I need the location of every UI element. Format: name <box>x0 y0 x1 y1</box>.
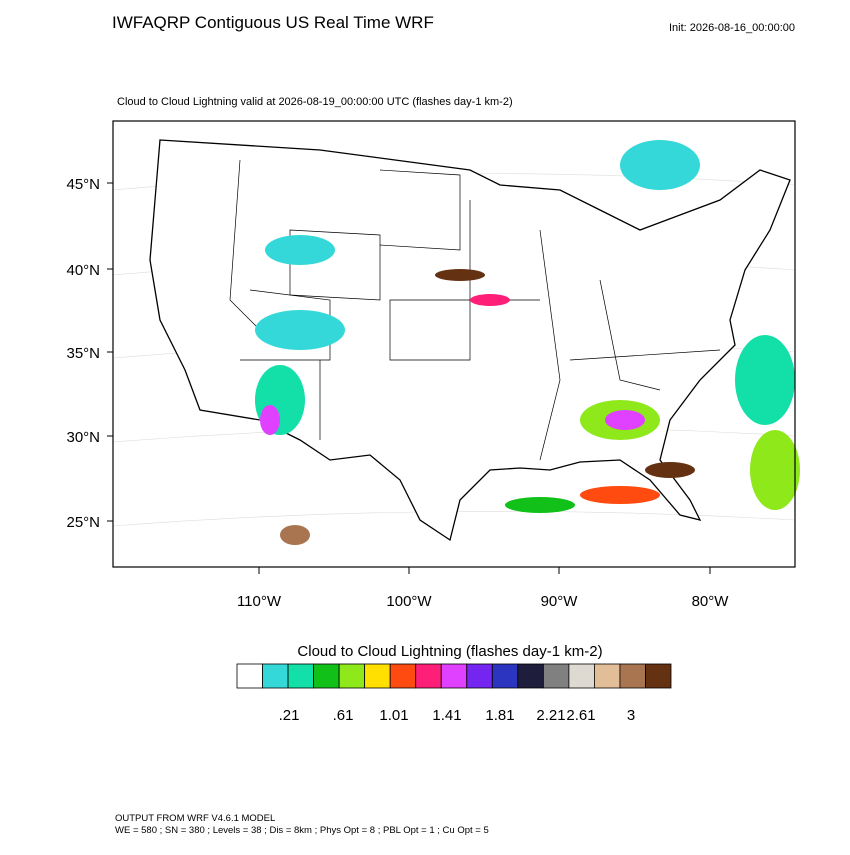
lightning-areas <box>255 140 800 545</box>
map <box>112 120 800 568</box>
lightning-area <box>260 405 280 435</box>
state-border <box>599 279 661 391</box>
footer-line: WE = 580 ; SN = 380 ; Levels = 38 ; Dis … <box>115 825 489 836</box>
state-border <box>289 229 381 301</box>
colorbar-title: Cloud to Cloud Lightning (flashes day-1 … <box>297 643 602 660</box>
lightning-area <box>645 462 695 478</box>
colorbar-label: 1.01 <box>379 707 408 724</box>
colorbar-swatch <box>364 663 391 689</box>
colorbar-label: .21 <box>279 707 300 724</box>
lightning-area <box>605 410 645 430</box>
lon-label: 90°W <box>541 593 579 610</box>
lightning-area <box>620 140 700 190</box>
colorbar-swatch <box>645 663 672 689</box>
init-time: Init: 2026-08-16_00:00:00 <box>669 22 795 34</box>
lon-label: 100°W <box>386 593 432 610</box>
lat-label: 35°N <box>66 345 100 362</box>
title: IWFAQRP Contiguous US Real Time WRF <box>112 13 434 32</box>
lightning-area <box>265 235 335 265</box>
colorbar-swatch <box>440 663 468 689</box>
colorbar-swatch <box>594 663 621 689</box>
colorbar-swatch <box>389 663 417 689</box>
colorbar-swatch <box>338 663 366 689</box>
colorbar-label: 1.41 <box>432 707 461 724</box>
lat-label: 40°N <box>66 262 100 279</box>
colorbar-swatch <box>568 663 595 689</box>
colorbar-label: 3 <box>627 707 635 724</box>
colorbar-swatch <box>313 663 340 689</box>
lightning-area <box>735 335 795 425</box>
lon-label: 110°W <box>237 593 282 610</box>
lightning-area <box>470 294 510 306</box>
map-subtitle: Cloud to Cloud Lightning valid at 2026-0… <box>117 96 513 108</box>
colorbar-label: 1.81 <box>485 707 514 724</box>
colorbar-swatch <box>466 663 493 689</box>
colorbar-swatch <box>262 663 289 689</box>
colorbar-swatch <box>491 663 519 689</box>
colorbar-swatch <box>619 663 646 689</box>
lat-label: 45°N <box>66 176 100 193</box>
lon-label: 80°W <box>692 593 730 610</box>
state-border <box>389 299 471 361</box>
colorbar-label: .61 <box>333 707 354 724</box>
colorbar-label: 2.21 <box>536 707 565 724</box>
state-border <box>539 229 561 461</box>
lightning-area <box>435 269 485 281</box>
colorbar-swatch <box>542 663 570 689</box>
lightning-area <box>280 525 310 545</box>
colorbar-swatch <box>415 663 442 689</box>
lat-label: 30°N <box>66 429 100 446</box>
colorbar-label: 2.61 <box>566 707 595 724</box>
lightning-area <box>580 486 660 504</box>
colorbar-swatch <box>517 663 544 689</box>
colorbar-swatch <box>236 663 263 689</box>
colorbar-swatch <box>287 663 314 689</box>
lightning-area <box>255 310 345 350</box>
lightning-area <box>750 430 800 510</box>
lightning-area <box>505 497 575 513</box>
lat-label: 25°N <box>66 514 100 531</box>
state-border <box>379 169 461 251</box>
map-frame <box>112 120 796 568</box>
state-border <box>229 159 261 331</box>
footer-line: OUTPUT FROM WRF V4.6.1 MODEL <box>115 813 275 824</box>
state-border <box>569 349 721 361</box>
